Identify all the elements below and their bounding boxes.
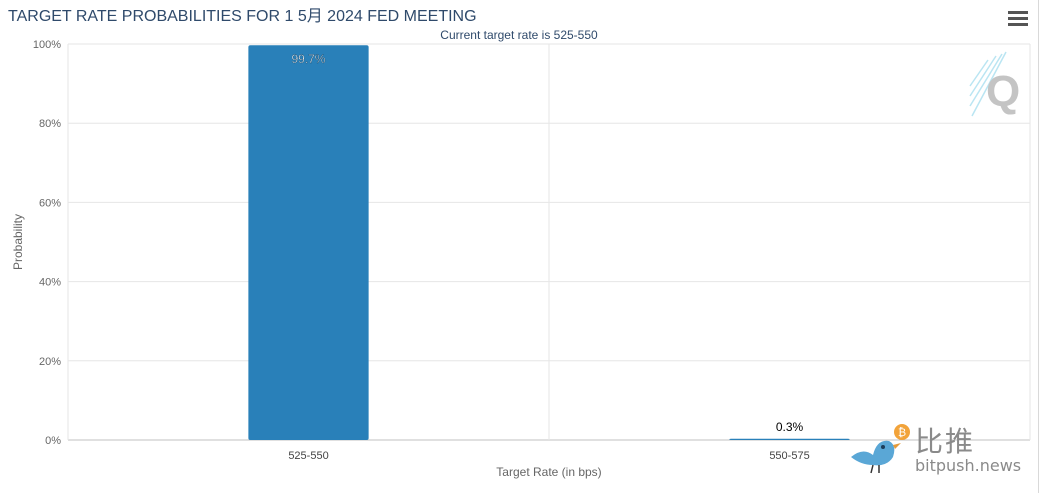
chart-title: TARGET RATE PROBABILITIES FOR 1 5月 2024 … [8, 8, 477, 25]
logo-letter: Q [986, 67, 1020, 116]
bitcoin-coin-icon: ₿ [894, 424, 910, 440]
y-tick-label: 100% [33, 39, 61, 51]
y-tick-label: 60% [39, 197, 61, 209]
bird-icon [851, 440, 901, 474]
y-tick-label: 80% [39, 118, 61, 130]
bar [248, 45, 369, 441]
data-label: 0.3% [776, 420, 804, 434]
svg-text:₿: ₿ [898, 426, 906, 439]
x-tick-label: 525-550 [288, 450, 328, 462]
brand-english: bitpush.news [915, 456, 1022, 475]
chart-subtitle: Current target rate is 525-550 [440, 28, 598, 42]
q-logo-watermark: Q [969, 51, 1020, 117]
y-axis-title: Probability [11, 214, 25, 270]
y-tick-label: 40% [39, 277, 61, 289]
chart-border [1038, 0, 1039, 493]
hamburger-menu-icon[interactable] [1008, 11, 1028, 27]
bitpush-watermark: ₿ 比推 bitpush.news [843, 420, 1033, 480]
data-label: 99.7% [291, 52, 325, 66]
x-tick-label: 550-575 [769, 450, 809, 462]
x-axis-title: Target Rate (in bps) [496, 465, 601, 479]
y-tick-label: 20% [39, 356, 61, 368]
bar [729, 438, 850, 440]
y-tick-label: 0% [45, 435, 61, 447]
brand-chinese: 比推 [915, 425, 976, 458]
